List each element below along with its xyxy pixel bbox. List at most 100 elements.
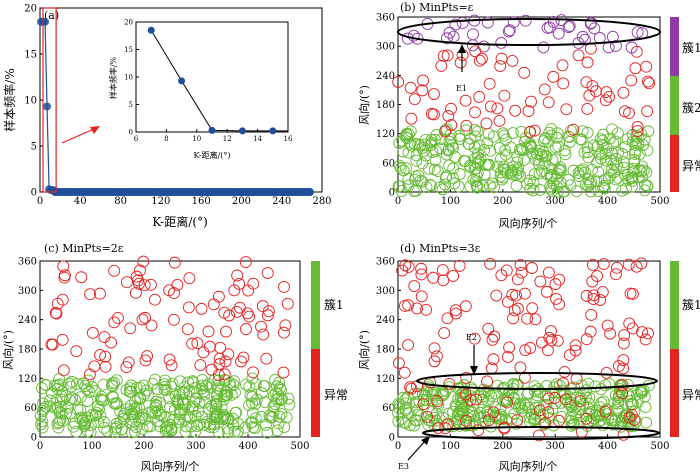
scatter-point [437, 388, 450, 401]
scatter-point [247, 277, 260, 290]
scatter-point [583, 177, 596, 190]
scatter-point [247, 407, 259, 420]
scatter-point [240, 378, 252, 391]
scatter-point [545, 122, 558, 135]
scatter-point [490, 289, 503, 302]
scatter-point [629, 138, 642, 151]
panel-c-ylabel: 风向/(°) [1, 330, 15, 370]
scatter-point [439, 178, 452, 191]
scatter-point [447, 270, 460, 282]
scatter-point [584, 325, 597, 338]
scatter-point [551, 334, 564, 347]
scatter-point [431, 165, 444, 178]
scatter-point [44, 394, 56, 407]
scatter-point [88, 360, 101, 373]
scatter-point [40, 379, 53, 392]
scatter-point [138, 388, 151, 401]
scatter-point [587, 139, 600, 152]
x-tick-label: 100 [441, 196, 460, 207]
y-tick-label: 300 [18, 286, 37, 297]
scatter-point [94, 393, 107, 406]
scatter-point [617, 354, 630, 367]
scatter-point [400, 397, 413, 410]
scatter-point [471, 157, 484, 170]
scatter-point [130, 287, 142, 299]
scatter-point [471, 166, 484, 179]
scatter-point [94, 409, 107, 422]
scatter-point [120, 276, 133, 289]
scatter-point [165, 423, 178, 436]
scatter-point [641, 144, 654, 157]
scatter-point [428, 88, 440, 101]
scatter-point [470, 179, 483, 192]
scatter-point [617, 86, 630, 99]
scatter-point [616, 184, 629, 197]
scatter-point [196, 373, 209, 386]
scatter-point [394, 161, 407, 174]
scatter-point [283, 398, 296, 411]
scatter-point [487, 353, 500, 366]
scatter-point [518, 154, 531, 166]
scatter-point [513, 398, 526, 411]
scatter-point [411, 302, 423, 315]
scatter-point [416, 175, 429, 188]
panel-b-legend-swatch-3 [670, 135, 679, 192]
scatter-point [550, 131, 563, 144]
y-tick-label: 240 [18, 315, 37, 326]
scatter-point [529, 153, 542, 166]
scatter-point [417, 74, 429, 87]
panel-d-marks [392, 257, 655, 442]
scatter-point [519, 14, 532, 27]
k-distance-point [41, 17, 50, 26]
x-tick-label: 200 [232, 196, 251, 207]
scatter-point [529, 313, 542, 326]
scatter-point [525, 408, 538, 421]
scatter-point [248, 422, 261, 434]
panel-a-zoom-arrowhead [90, 126, 100, 134]
scatter-point [441, 32, 453, 45]
scatter-point [617, 428, 630, 441]
panel-b-legend-label-1: 簇1 [682, 40, 700, 55]
scatter-point [567, 123, 580, 136]
scatter-point [261, 426, 274, 439]
y-tick-label: 360 [18, 257, 37, 268]
scatter-point [599, 147, 612, 160]
panel-d-frame [397, 260, 661, 438]
panel-b-ticks: 0 100 200 300 400 500 0 60 120 180 240 300 360 [376, 13, 670, 208]
scatter-point [282, 392, 295, 405]
zoom-region-box [42, 7, 57, 193]
scatter-point [440, 148, 453, 161]
scatter-point [488, 330, 501, 343]
scatter-point [81, 395, 94, 407]
scatter-point [585, 16, 598, 29]
scatter-point [640, 416, 653, 429]
scatter-point [580, 412, 593, 425]
panel-a-inset-marks [147, 26, 288, 135]
x-tick-label: 200 [493, 441, 512, 452]
scatter-point [568, 381, 581, 394]
x-tick-label: 160 [192, 196, 211, 207]
scatter-point [506, 127, 519, 140]
scatter-point [580, 76, 593, 89]
scatter-point [436, 264, 449, 276]
scatter-point [149, 373, 161, 386]
scatter-point [553, 273, 566, 286]
scatter-point [539, 417, 552, 430]
scatter-point [137, 379, 150, 392]
scatter-point [516, 142, 528, 155]
scatter-point [604, 327, 617, 340]
scatter-point [57, 260, 70, 273]
scatter-point [605, 163, 618, 176]
scatter-point [198, 418, 211, 431]
scatter-point [472, 147, 484, 160]
scatter-point [400, 128, 413, 141]
scatter-point [410, 149, 423, 162]
y-tick-label: 180 [18, 345, 37, 356]
scatter-point [267, 405, 280, 418]
scatter-point [464, 394, 477, 406]
scatter-point [533, 167, 546, 180]
x-tick-label: 400 [598, 196, 617, 207]
panel-a-marks [37, 7, 314, 196]
scatter-point [207, 298, 220, 311]
scatter-point [591, 140, 604, 153]
